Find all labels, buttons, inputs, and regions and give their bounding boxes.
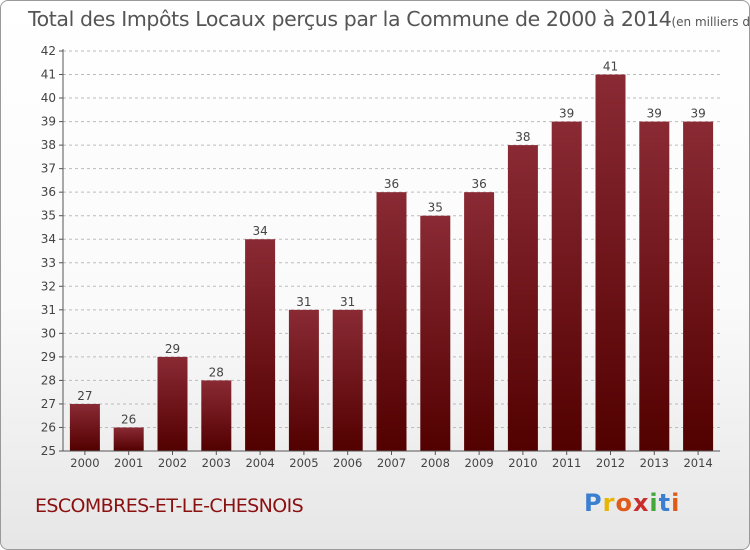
y-tick-label: 26 xyxy=(41,420,56,434)
chart-title: Total des Impôts Locaux perçus par la Co… xyxy=(28,7,750,31)
bar-2004 xyxy=(245,239,276,451)
x-tick-label-2009: 2009 xyxy=(464,456,493,470)
data-label-2001: 26 xyxy=(121,412,136,426)
y-tick-label: 42 xyxy=(41,44,56,58)
data-label-2006: 31 xyxy=(340,295,355,309)
data-label-2014: 39 xyxy=(690,107,705,121)
x-tick-label-2007: 2007 xyxy=(377,456,406,470)
logo-letter: x xyxy=(632,489,650,517)
logo-letter: t xyxy=(658,489,672,517)
bar-2010 xyxy=(507,145,538,451)
x-tick-label-2008: 2008 xyxy=(421,456,450,470)
x-tick-label-2006: 2006 xyxy=(333,456,362,470)
y-tick-label: 28 xyxy=(41,373,56,387)
x-tick-label-2005: 2005 xyxy=(289,456,318,470)
logo-letter: P xyxy=(584,489,603,517)
bar-2009 xyxy=(464,192,495,452)
logo-letter: r xyxy=(602,489,616,517)
y-tick-label: 32 xyxy=(41,279,56,293)
y-tick-label: 34 xyxy=(41,232,56,246)
data-label-2010: 38 xyxy=(515,130,530,144)
x-tick-label-2013: 2013 xyxy=(640,456,669,470)
bar-2011 xyxy=(551,121,582,452)
y-tick-label: 25 xyxy=(41,444,56,458)
y-tick-label: 35 xyxy=(41,209,56,223)
logo-letter: i xyxy=(649,489,659,517)
bar-2013 xyxy=(639,121,670,452)
bar-2012 xyxy=(595,74,626,451)
data-label-2003: 28 xyxy=(209,365,224,379)
y-tick-label: 30 xyxy=(41,326,56,340)
y-tick-label: 36 xyxy=(41,185,56,199)
x-tick-label-2014: 2014 xyxy=(683,456,712,470)
x-tick-label-2010: 2010 xyxy=(508,456,537,470)
proxiti-logo: Proxiti xyxy=(584,489,680,517)
data-label-2004: 34 xyxy=(252,224,267,238)
bar-2005 xyxy=(288,309,319,451)
y-tick-label: 39 xyxy=(41,115,56,129)
axis-layer: 25 26 27 28 29 30 31 32 33 34 35 36 37 38 39 40 41 42 2000… xyxy=(41,44,720,470)
logo-letter: o xyxy=(615,489,633,517)
data-label-2013: 39 xyxy=(647,107,662,121)
y-tick-label: 37 xyxy=(41,162,56,176)
chart-title-text: Total des Impôts Locaux perçus par la Co… xyxy=(28,7,672,31)
bar-2006 xyxy=(332,309,363,451)
x-tick-label-2002: 2002 xyxy=(158,456,187,470)
data-label-2009: 36 xyxy=(471,177,486,191)
data-label-2011: 39 xyxy=(559,107,574,121)
bar-layer: 27 26 29 28 34 31 31 36 35 36 38 39 41 39 39 xyxy=(69,60,714,452)
y-tick-label: 31 xyxy=(41,303,56,317)
y-tick-label: 41 xyxy=(41,68,56,82)
x-tick-label-2004: 2004 xyxy=(245,456,274,470)
data-label-2000: 27 xyxy=(77,389,92,403)
data-label-2002: 29 xyxy=(165,342,180,356)
data-label-2012: 41 xyxy=(603,60,618,74)
bar-2008 xyxy=(420,215,451,451)
bar-2001 xyxy=(113,427,144,451)
bar-2002 xyxy=(157,356,188,451)
y-tick-label: 29 xyxy=(41,350,56,364)
bar-2000 xyxy=(69,403,100,451)
logo-letter: i xyxy=(671,489,681,517)
bar-2007 xyxy=(376,192,407,452)
chart-unit-label: (en milliers d'€) xyxy=(671,15,750,29)
x-tick-label-2000: 2000 xyxy=(70,456,99,470)
x-tick-label-2011: 2011 xyxy=(552,456,581,470)
y-tick-label: 38 xyxy=(41,138,56,152)
data-label-2007: 36 xyxy=(384,177,399,191)
y-tick-label: 27 xyxy=(41,397,56,411)
y-tick-label: 40 xyxy=(41,91,56,105)
data-label-2005: 31 xyxy=(296,295,311,309)
y-tick-label: 33 xyxy=(41,256,56,270)
data-label-2008: 35 xyxy=(428,201,443,215)
bar-2014 xyxy=(683,121,714,452)
x-tick-label-2012: 2012 xyxy=(596,456,625,470)
bar-2003 xyxy=(201,380,232,451)
x-tick-label-2001: 2001 xyxy=(114,456,143,470)
x-tick-label-2003: 2003 xyxy=(202,456,231,470)
commune-name: ESCOMBRES-ET-LE-CHESNOIS xyxy=(35,495,304,517)
